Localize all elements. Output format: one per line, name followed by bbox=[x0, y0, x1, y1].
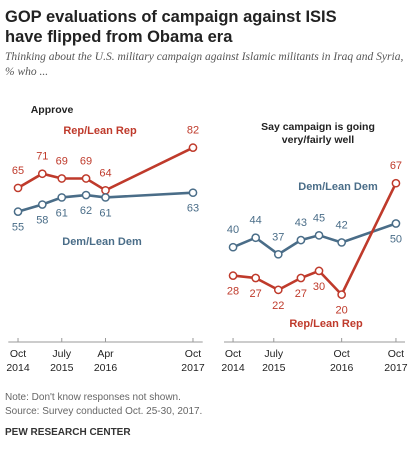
point bbox=[314, 266, 324, 276]
data-label: 44 bbox=[250, 215, 262, 227]
x-tick-label: July 2015 bbox=[50, 348, 74, 374]
data-label: 22 bbox=[272, 300, 284, 312]
chart-title: GOP evaluations of campaign against ISIS… bbox=[5, 8, 337, 46]
brand: PEW RESEARCH CENTER bbox=[5, 427, 131, 438]
x-tick-label: July 2015 bbox=[262, 348, 286, 374]
x-tick-label: Oct 2017 bbox=[384, 348, 408, 374]
data-label: 37 bbox=[272, 231, 284, 243]
point bbox=[337, 238, 346, 247]
point bbox=[57, 174, 67, 183]
point bbox=[13, 207, 23, 216]
data-label: 64 bbox=[99, 167, 111, 179]
point bbox=[296, 235, 306, 245]
point bbox=[273, 249, 283, 259]
data-label: 28 bbox=[227, 286, 239, 298]
point bbox=[251, 233, 261, 243]
point bbox=[228, 242, 238, 252]
data-label: 69 bbox=[56, 155, 68, 167]
data-label: 40 bbox=[227, 224, 239, 236]
point bbox=[37, 200, 47, 209]
x-tick-label: Oct 2017 bbox=[181, 348, 205, 374]
point bbox=[37, 169, 47, 179]
series-label: Rep/Lean Rep bbox=[289, 318, 363, 330]
series-label: Rep/Lean Rep bbox=[63, 125, 137, 137]
point bbox=[57, 193, 67, 202]
note: Note: Don't know responses not shown. bbox=[5, 392, 181, 403]
series-label: Dem/Lean Dem bbox=[62, 236, 142, 248]
data-label: 20 bbox=[336, 305, 348, 317]
data-label: 71 bbox=[36, 151, 48, 163]
point bbox=[391, 219, 401, 228]
data-label: 62 bbox=[80, 205, 92, 217]
point bbox=[296, 273, 306, 283]
data-label: 82 bbox=[187, 125, 199, 137]
point bbox=[251, 273, 261, 283]
point bbox=[101, 193, 110, 202]
point bbox=[188, 188, 198, 198]
point bbox=[101, 185, 110, 195]
data-label: 42 bbox=[336, 219, 348, 231]
data-label: 55 bbox=[12, 222, 24, 234]
panel-title: Approve bbox=[31, 104, 74, 116]
data-label: 27 bbox=[250, 288, 262, 300]
data-label: 65 bbox=[12, 165, 24, 177]
point bbox=[81, 190, 91, 200]
data-label: 61 bbox=[99, 207, 111, 219]
panel-title: Say campaign is going very/fairly well bbox=[261, 121, 375, 146]
data-label: 45 bbox=[313, 212, 325, 224]
data-label: 67 bbox=[390, 160, 402, 172]
x-tick-label: Oct 2016 bbox=[330, 348, 354, 374]
source: Source: Survey conducted Oct. 25-30, 201… bbox=[5, 406, 202, 417]
point bbox=[273, 285, 283, 295]
data-label: 50 bbox=[390, 234, 402, 246]
data-label: 43 bbox=[295, 217, 307, 229]
x-tick-label: Oct 2014 bbox=[6, 348, 30, 374]
point bbox=[13, 183, 23, 193]
point bbox=[337, 290, 346, 299]
point bbox=[391, 178, 401, 188]
point bbox=[188, 143, 198, 153]
line bbox=[17, 146, 194, 192]
data-label: 27 bbox=[295, 288, 307, 300]
x-tick-label: Oct 2014 bbox=[221, 348, 245, 374]
x-tick-label: Apr 2016 bbox=[94, 348, 118, 374]
data-label: 61 bbox=[56, 207, 68, 219]
point bbox=[228, 271, 238, 280]
point bbox=[314, 231, 324, 240]
data-label: 58 bbox=[36, 215, 48, 227]
chart-subtitle: Thinking about the U.S. military campaig… bbox=[5, 51, 403, 78]
data-label: 30 bbox=[313, 281, 325, 293]
point bbox=[81, 174, 91, 183]
data-label: 69 bbox=[80, 155, 92, 167]
series-label: Dem/Lean Dem bbox=[298, 181, 378, 193]
data-label: 63 bbox=[187, 203, 199, 215]
